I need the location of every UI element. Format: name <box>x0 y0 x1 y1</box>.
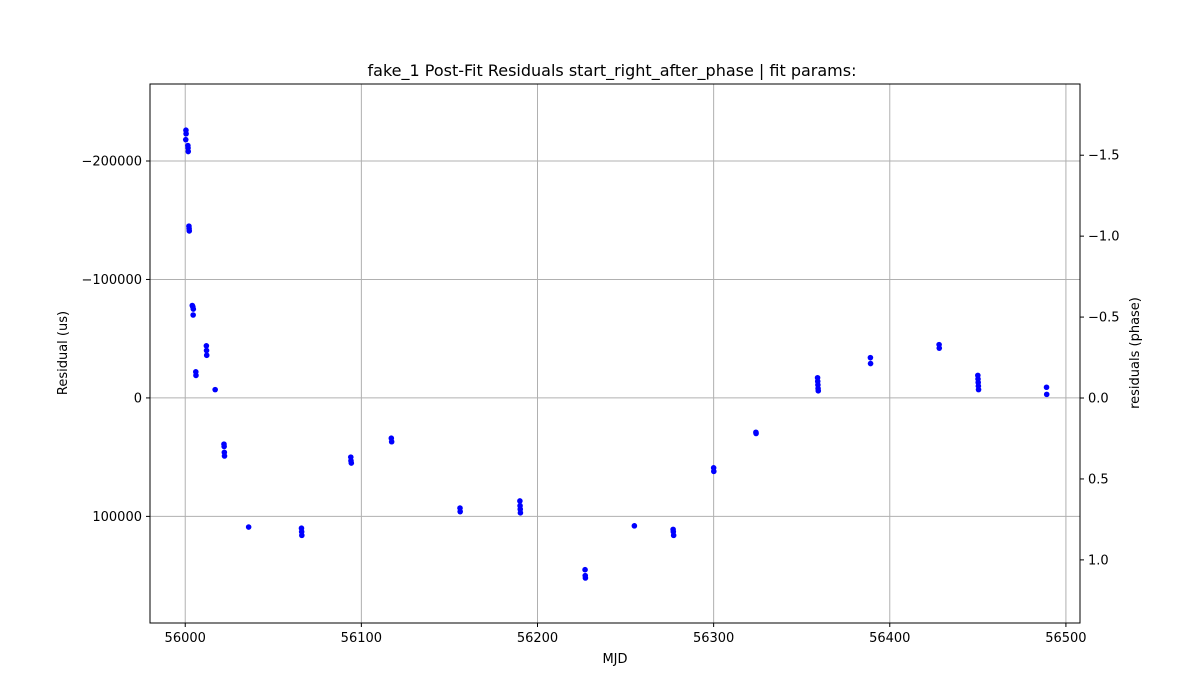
y-tick-label: −200000 <box>81 155 142 170</box>
data-point <box>221 443 227 450</box>
data-point <box>185 148 192 155</box>
x-tick-label: 56000 <box>165 631 206 646</box>
data-point <box>670 532 677 539</box>
plot-frame <box>149 83 1081 624</box>
y-tick-label: −100000 <box>81 273 142 288</box>
data-point <box>183 130 189 137</box>
data-point <box>245 524 252 530</box>
data-point <box>867 354 874 361</box>
data-point <box>193 372 199 379</box>
data-point <box>190 312 196 318</box>
x-tick-label: 56400 <box>869 631 910 646</box>
data-point <box>182 136 189 143</box>
y2-tick-label: −0.5 <box>1088 311 1120 326</box>
data-point <box>517 510 524 516</box>
data-point <box>936 345 943 351</box>
y-tick-label: 0 <box>134 391 142 406</box>
y-axis-left: −200000 −100000 0 100000 <box>81 155 150 525</box>
data-point <box>867 360 874 367</box>
data-point <box>711 468 717 475</box>
data-point <box>631 523 638 529</box>
y-tick-label: 100000 <box>92 510 142 525</box>
y2-tick-label: 0.5 <box>1088 472 1109 487</box>
data-point <box>203 352 210 359</box>
data-point <box>457 508 463 515</box>
data-point <box>221 453 228 459</box>
data-point <box>186 228 193 234</box>
data-point <box>190 306 197 312</box>
y2-tick-label: −1.0 <box>1088 230 1120 245</box>
x-axis: 56000 56100 56200 56300 56400 56500 <box>165 623 1087 646</box>
data-point <box>212 386 218 393</box>
data-point <box>582 566 588 573</box>
y2-tick-label: 0.0 <box>1088 392 1109 407</box>
y-axis-right: −1.5 −1.0 −0.5 0.0 0.5 1.0 <box>1080 149 1120 568</box>
x-tick-label: 56500 <box>1045 631 1086 646</box>
x-tick-label: 56100 <box>341 631 382 646</box>
data-point <box>203 347 210 354</box>
data-point <box>348 460 355 466</box>
x-tick-label: 56200 <box>517 631 558 646</box>
data-points <box>182 127 1050 581</box>
data-point <box>815 388 822 394</box>
data-point <box>753 430 759 437</box>
chart-title: fake_1 Post-Fit Residuals start_right_af… <box>368 61 857 81</box>
data-point <box>1043 384 1050 391</box>
data-point <box>388 438 395 445</box>
y2-tick-label: −1.5 <box>1088 149 1120 164</box>
data-point <box>517 498 523 504</box>
grid-lines <box>150 84 1080 623</box>
data-point <box>1043 391 1050 398</box>
data-point <box>203 343 210 349</box>
y2-tick-label: 1.0 <box>1088 553 1109 568</box>
x-axis-label: MJD <box>602 652 627 667</box>
y2-axis-label: residuals (phase) <box>1128 297 1143 409</box>
x-tick-label: 56300 <box>693 631 734 646</box>
data-point <box>299 532 305 539</box>
data-point <box>975 386 982 393</box>
data-point <box>582 575 589 581</box>
y-axis-label: Residual (us) <box>56 311 71 395</box>
